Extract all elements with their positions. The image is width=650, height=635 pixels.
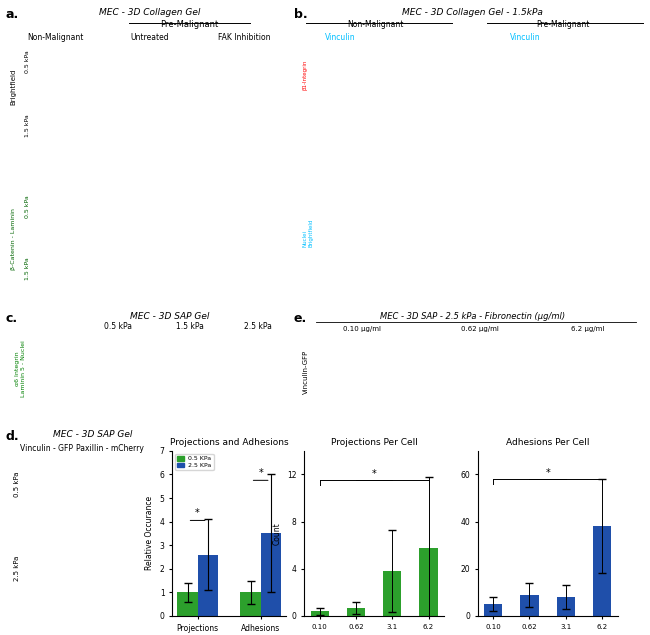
Text: Vinculin: Vinculin — [326, 33, 356, 42]
Text: 0.5 kPa: 0.5 kPa — [104, 323, 132, 331]
Text: Paxillin - mCherry: Paxillin - mCherry — [75, 444, 144, 453]
Text: 10 μm: 10 μm — [32, 479, 50, 484]
Bar — [198, 554, 218, 616]
Text: 10μm: 10μm — [313, 338, 330, 342]
Bar — [419, 547, 437, 616]
Bar — [261, 533, 281, 616]
Text: MEC - 3D Collagen Gel - 1.5kPa: MEC - 3D Collagen Gel - 1.5kPa — [402, 8, 543, 17]
Text: MEC - 3D SAP Gel: MEC - 3D SAP Gel — [130, 312, 209, 321]
Text: 40 μm: 40 μm — [308, 48, 324, 53]
Text: a.: a. — [5, 8, 18, 21]
Text: 0.5 kPa: 0.5 kPa — [14, 472, 20, 497]
Bar — [556, 597, 575, 616]
Text: Untreated: Untreated — [130, 33, 169, 42]
Text: Vinculin-GFP: Vinculin-GFP — [303, 350, 309, 394]
Text: MEC - 3D Collagen Gel: MEC - 3D Collagen Gel — [99, 8, 200, 17]
Text: 0.5 kPa: 0.5 kPa — [25, 195, 30, 218]
Text: pFAK397: pFAK397 — [394, 33, 427, 42]
Title: Projections Per Cell: Projections Per Cell — [331, 438, 417, 447]
Text: 6.2 μg/ml: 6.2 μg/ml — [571, 326, 605, 331]
Text: *: * — [195, 508, 200, 518]
Y-axis label: Count: Count — [272, 522, 281, 545]
Text: Non-Malignant: Non-Malignant — [347, 20, 404, 29]
Text: d.: d. — [5, 430, 19, 443]
Y-axis label: Relative Occurance: Relative Occurance — [145, 497, 154, 570]
Text: *: * — [372, 469, 376, 479]
Bar — [347, 608, 365, 616]
Bar — [484, 604, 502, 616]
Text: Vinculin - GFP: Vinculin - GFP — [20, 444, 73, 453]
Bar — [593, 526, 611, 616]
Bar — [521, 595, 539, 616]
Text: Pre-Malignant: Pre-Malignant — [537, 20, 590, 29]
Text: α6 Integrin
Laminin 5 - Nuclei: α6 Integrin Laminin 5 - Nuclei — [16, 340, 26, 398]
Text: Brightfield: Brightfield — [10, 69, 17, 105]
Bar — [240, 592, 261, 616]
Text: MEC - 3D SAP Gel: MEC - 3D SAP Gel — [53, 430, 132, 439]
Bar — [177, 592, 198, 616]
Text: 1.5 kPa: 1.5 kPa — [25, 114, 30, 137]
Text: Nuclei
Brightfield: Nuclei Brightfield — [302, 219, 313, 248]
Text: 0.62 μg/ml: 0.62 μg/ml — [461, 326, 499, 331]
Legend: 0.5 KPa, 2.5 KPa: 0.5 KPa, 2.5 KPa — [176, 454, 214, 470]
Text: 50 μm: 50 μm — [53, 338, 68, 342]
Text: 0.10 μg/ml: 0.10 μg/ml — [343, 326, 381, 331]
Text: β1-Integrin: β1-Integrin — [302, 60, 307, 90]
Text: 50 μm: 50 μm — [40, 42, 55, 47]
Text: Pre-Malignant: Pre-Malignant — [161, 20, 218, 29]
Text: b.: b. — [294, 8, 307, 21]
Text: *: * — [258, 467, 263, 478]
Title: Projections and Adhesions: Projections and Adhesions — [170, 438, 289, 447]
Title: Adhesions Per Cell: Adhesions Per Cell — [506, 438, 590, 447]
Bar — [311, 612, 329, 616]
Bar — [383, 571, 401, 616]
Text: MEC - 3D SAP - 2.5 kPa - Fibronectin (μg/ml): MEC - 3D SAP - 2.5 kPa - Fibronectin (μg… — [380, 312, 566, 321]
Text: β-Catenin - Laminin: β-Catenin - Laminin — [11, 208, 16, 270]
Text: pFAK397: pFAK397 — [581, 33, 615, 42]
Text: *: * — [545, 467, 550, 478]
Text: c.: c. — [5, 312, 17, 324]
Text: 1.5 kPa: 1.5 kPa — [25, 258, 30, 281]
Text: Non-Malignant: Non-Malignant — [27, 33, 83, 42]
Text: 2.5 kPa: 2.5 kPa — [14, 556, 20, 581]
Text: 0.5 kPa: 0.5 kPa — [25, 50, 30, 73]
Text: FAK Inhibition: FAK Inhibition — [218, 33, 270, 42]
Text: Vinculin: Vinculin — [510, 33, 540, 42]
Text: 2.5 kPa: 2.5 kPa — [244, 323, 272, 331]
Text: 1.5 kPa: 1.5 kPa — [176, 323, 203, 331]
Text: Overlay: Overlay — [302, 136, 307, 157]
Text: e.: e. — [294, 312, 307, 324]
Text: 40 μm: 40 μm — [459, 48, 474, 53]
